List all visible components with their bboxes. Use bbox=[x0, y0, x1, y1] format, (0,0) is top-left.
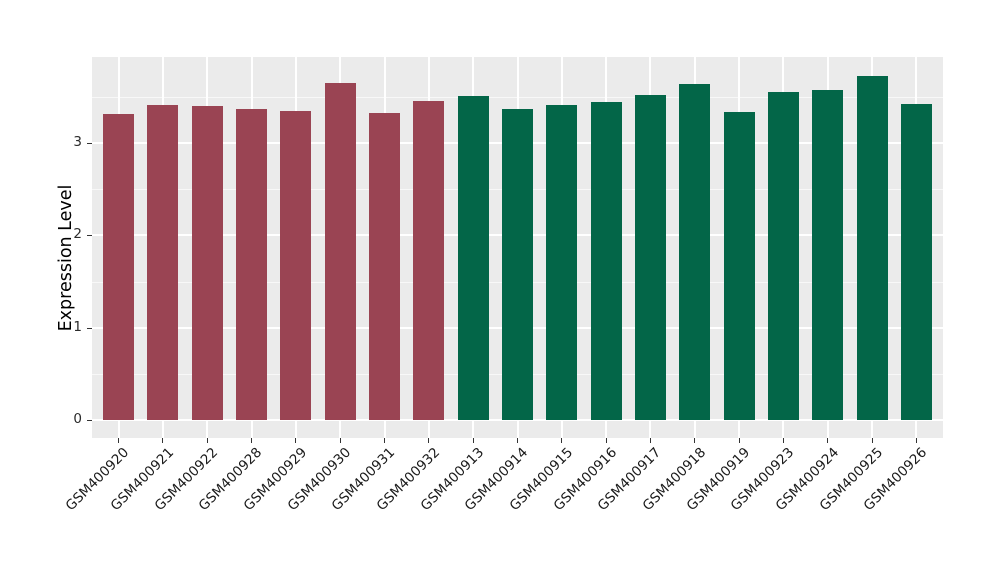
bar-GSM400925 bbox=[856, 75, 888, 420]
x-tick-mark bbox=[206, 438, 208, 443]
y-tick-label: 2 bbox=[73, 226, 82, 243]
y-tick-mark bbox=[87, 327, 92, 329]
bar-GSM400923 bbox=[767, 92, 799, 420]
bar-GSM400922 bbox=[191, 106, 223, 420]
y-tick-label: 0 bbox=[73, 411, 82, 427]
plot-panel bbox=[92, 57, 943, 438]
x-tick-mark bbox=[871, 438, 873, 443]
y-tick-label: 1 bbox=[73, 318, 82, 335]
y-tick-mark bbox=[87, 420, 92, 421]
x-tick-mark bbox=[827, 438, 829, 443]
bar-GSM400929 bbox=[280, 110, 312, 420]
bar-GSM400917 bbox=[634, 95, 666, 420]
x-tick-mark bbox=[605, 438, 607, 443]
bar-GSM400916 bbox=[590, 102, 622, 420]
bar-GSM400921 bbox=[147, 105, 179, 420]
x-tick-mark bbox=[295, 438, 297, 443]
bar-GSM400918 bbox=[679, 84, 711, 420]
x-tick-mark bbox=[738, 438, 740, 443]
y-tick-mark bbox=[87, 143, 92, 145]
y-tick-label: 3 bbox=[73, 134, 82, 151]
x-tick-mark bbox=[782, 438, 784, 443]
x-tick-mark bbox=[162, 438, 164, 443]
x-tick-mark bbox=[649, 438, 651, 443]
bar-GSM400914 bbox=[502, 108, 533, 420]
bar-GSM400928 bbox=[236, 108, 268, 420]
x-tick-mark bbox=[251, 438, 253, 443]
x-tick-mark bbox=[428, 438, 430, 443]
x-tick-mark bbox=[384, 438, 386, 443]
x-tick-mark bbox=[561, 438, 563, 443]
bar-GSM400931 bbox=[369, 112, 401, 420]
bar-GSM400930 bbox=[324, 83, 356, 420]
bar-GSM400920 bbox=[103, 113, 135, 420]
bar-GSM400913 bbox=[457, 96, 489, 420]
y-axis-title: Expression Level bbox=[56, 184, 76, 332]
x-tick-mark bbox=[694, 438, 696, 443]
x-tick-mark bbox=[118, 438, 120, 443]
x-tick-mark bbox=[339, 438, 341, 443]
bar-GSM400924 bbox=[812, 90, 844, 420]
bar-GSM400926 bbox=[900, 104, 932, 420]
x-tick-mark bbox=[517, 438, 518, 443]
x-tick-mark bbox=[915, 438, 917, 443]
bar-GSM400919 bbox=[723, 111, 755, 420]
y-tick-mark bbox=[87, 235, 92, 237]
bar-GSM400932 bbox=[413, 100, 445, 420]
bar-GSM400915 bbox=[546, 105, 578, 420]
x-tick-mark bbox=[472, 438, 474, 443]
